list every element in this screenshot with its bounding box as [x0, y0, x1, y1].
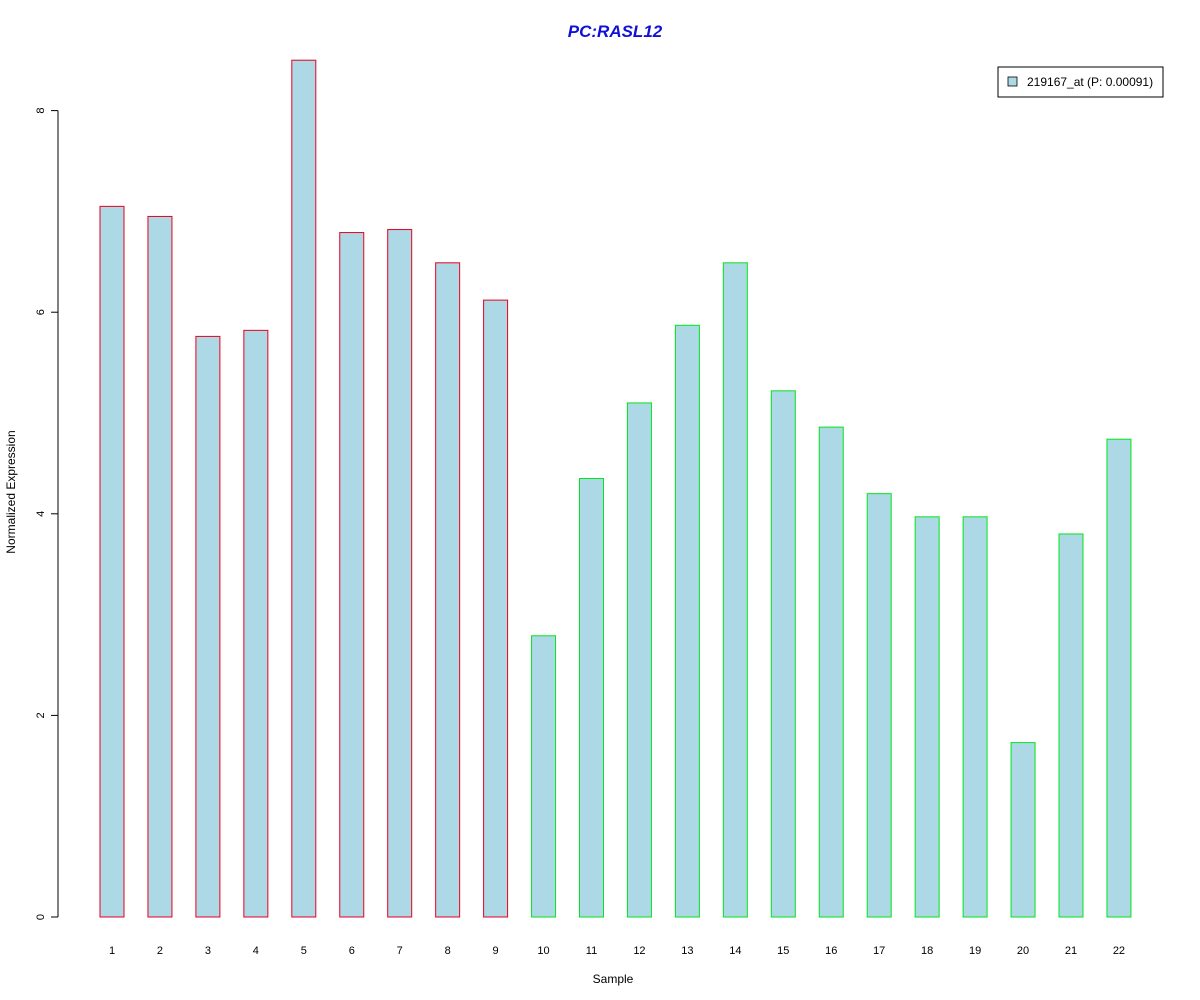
x-tick-label: 10 [537, 945, 549, 957]
bar-sample-19 [962, 516, 988, 918]
bar-sample-6 [339, 232, 365, 918]
y-tick-label: 4 [35, 511, 47, 517]
bar-sample-3 [195, 335, 221, 918]
bar-sample-15 [770, 390, 796, 918]
x-tick-label: 14 [729, 945, 741, 957]
bar-sample-22 [1106, 438, 1132, 918]
bar-sample-17 [866, 493, 892, 918]
x-tick-label: 15 [777, 945, 789, 957]
x-tick-label: 1 [109, 945, 115, 957]
y-tick-label: 8 [35, 108, 47, 114]
y-axis: 0 2 4 6 8 [35, 108, 59, 920]
legend-box [997, 66, 1164, 98]
bar-sample-20 [1010, 742, 1036, 918]
bar-sample-13 [674, 324, 700, 918]
x-tick-label: 12 [633, 945, 645, 957]
y-axis-label: Normalized Expression [4, 430, 18, 553]
x-axis-label: Sample [593, 972, 634, 986]
x-tick-label: 16 [825, 945, 837, 957]
bar-sample-11 [579, 478, 604, 918]
x-tick-label: 4 [253, 945, 259, 957]
x-tick-label: 21 [1065, 945, 1077, 957]
x-tick-label: 20 [1017, 945, 1029, 957]
bar-sample-8 [435, 262, 461, 918]
x-tick-label: 19 [969, 945, 981, 957]
x-tick-label: 9 [493, 945, 499, 957]
bar-sample-4 [243, 329, 269, 918]
bar-sample-9 [483, 299, 509, 918]
y-tick-label: 2 [35, 712, 47, 718]
x-tick-label: 5 [301, 945, 307, 957]
x-tick-label: 2 [157, 945, 163, 957]
bar-sample-10 [531, 635, 557, 918]
legend: 219167_at (P: 0.00091) [997, 66, 1164, 98]
chart-title: PC:RASL12 [568, 22, 663, 41]
x-tick-label: 11 [586, 945, 597, 957]
bar-sample-2 [147, 215, 173, 918]
x-tick-labels: 1 2 3 4 5 6 7 8 9 10 11 12 13 14 15 16 17 18 19 20 21 22 [109, 945, 1125, 957]
bar-sample-1 [99, 205, 125, 918]
bar-sample-21 [1058, 533, 1084, 918]
bar-sample-7 [387, 229, 413, 918]
x-tick-label: 3 [205, 945, 211, 957]
bar-sample-5 [291, 59, 317, 918]
x-tick-label: 7 [397, 945, 403, 957]
x-tick-label: 18 [921, 945, 933, 957]
y-tick-label: 0 [35, 914, 47, 920]
bar-sample-12 [626, 402, 652, 918]
bar-sample-18 [914, 516, 940, 918]
bar-sample-16 [818, 426, 844, 918]
bar-sample-14 [722, 262, 748, 918]
y-tick-label: 6 [35, 309, 47, 315]
bars-group [99, 59, 1132, 918]
x-tick-label: 8 [445, 945, 451, 957]
x-tick-label: 17 [873, 945, 885, 957]
legend-label: 219167_at (P: 0.00091) [1027, 75, 1153, 89]
x-tick-label: 22 [1113, 945, 1125, 957]
x-tick-label: 13 [681, 945, 693, 957]
legend-swatch [1007, 76, 1018, 87]
x-tick-label: 6 [349, 945, 355, 957]
